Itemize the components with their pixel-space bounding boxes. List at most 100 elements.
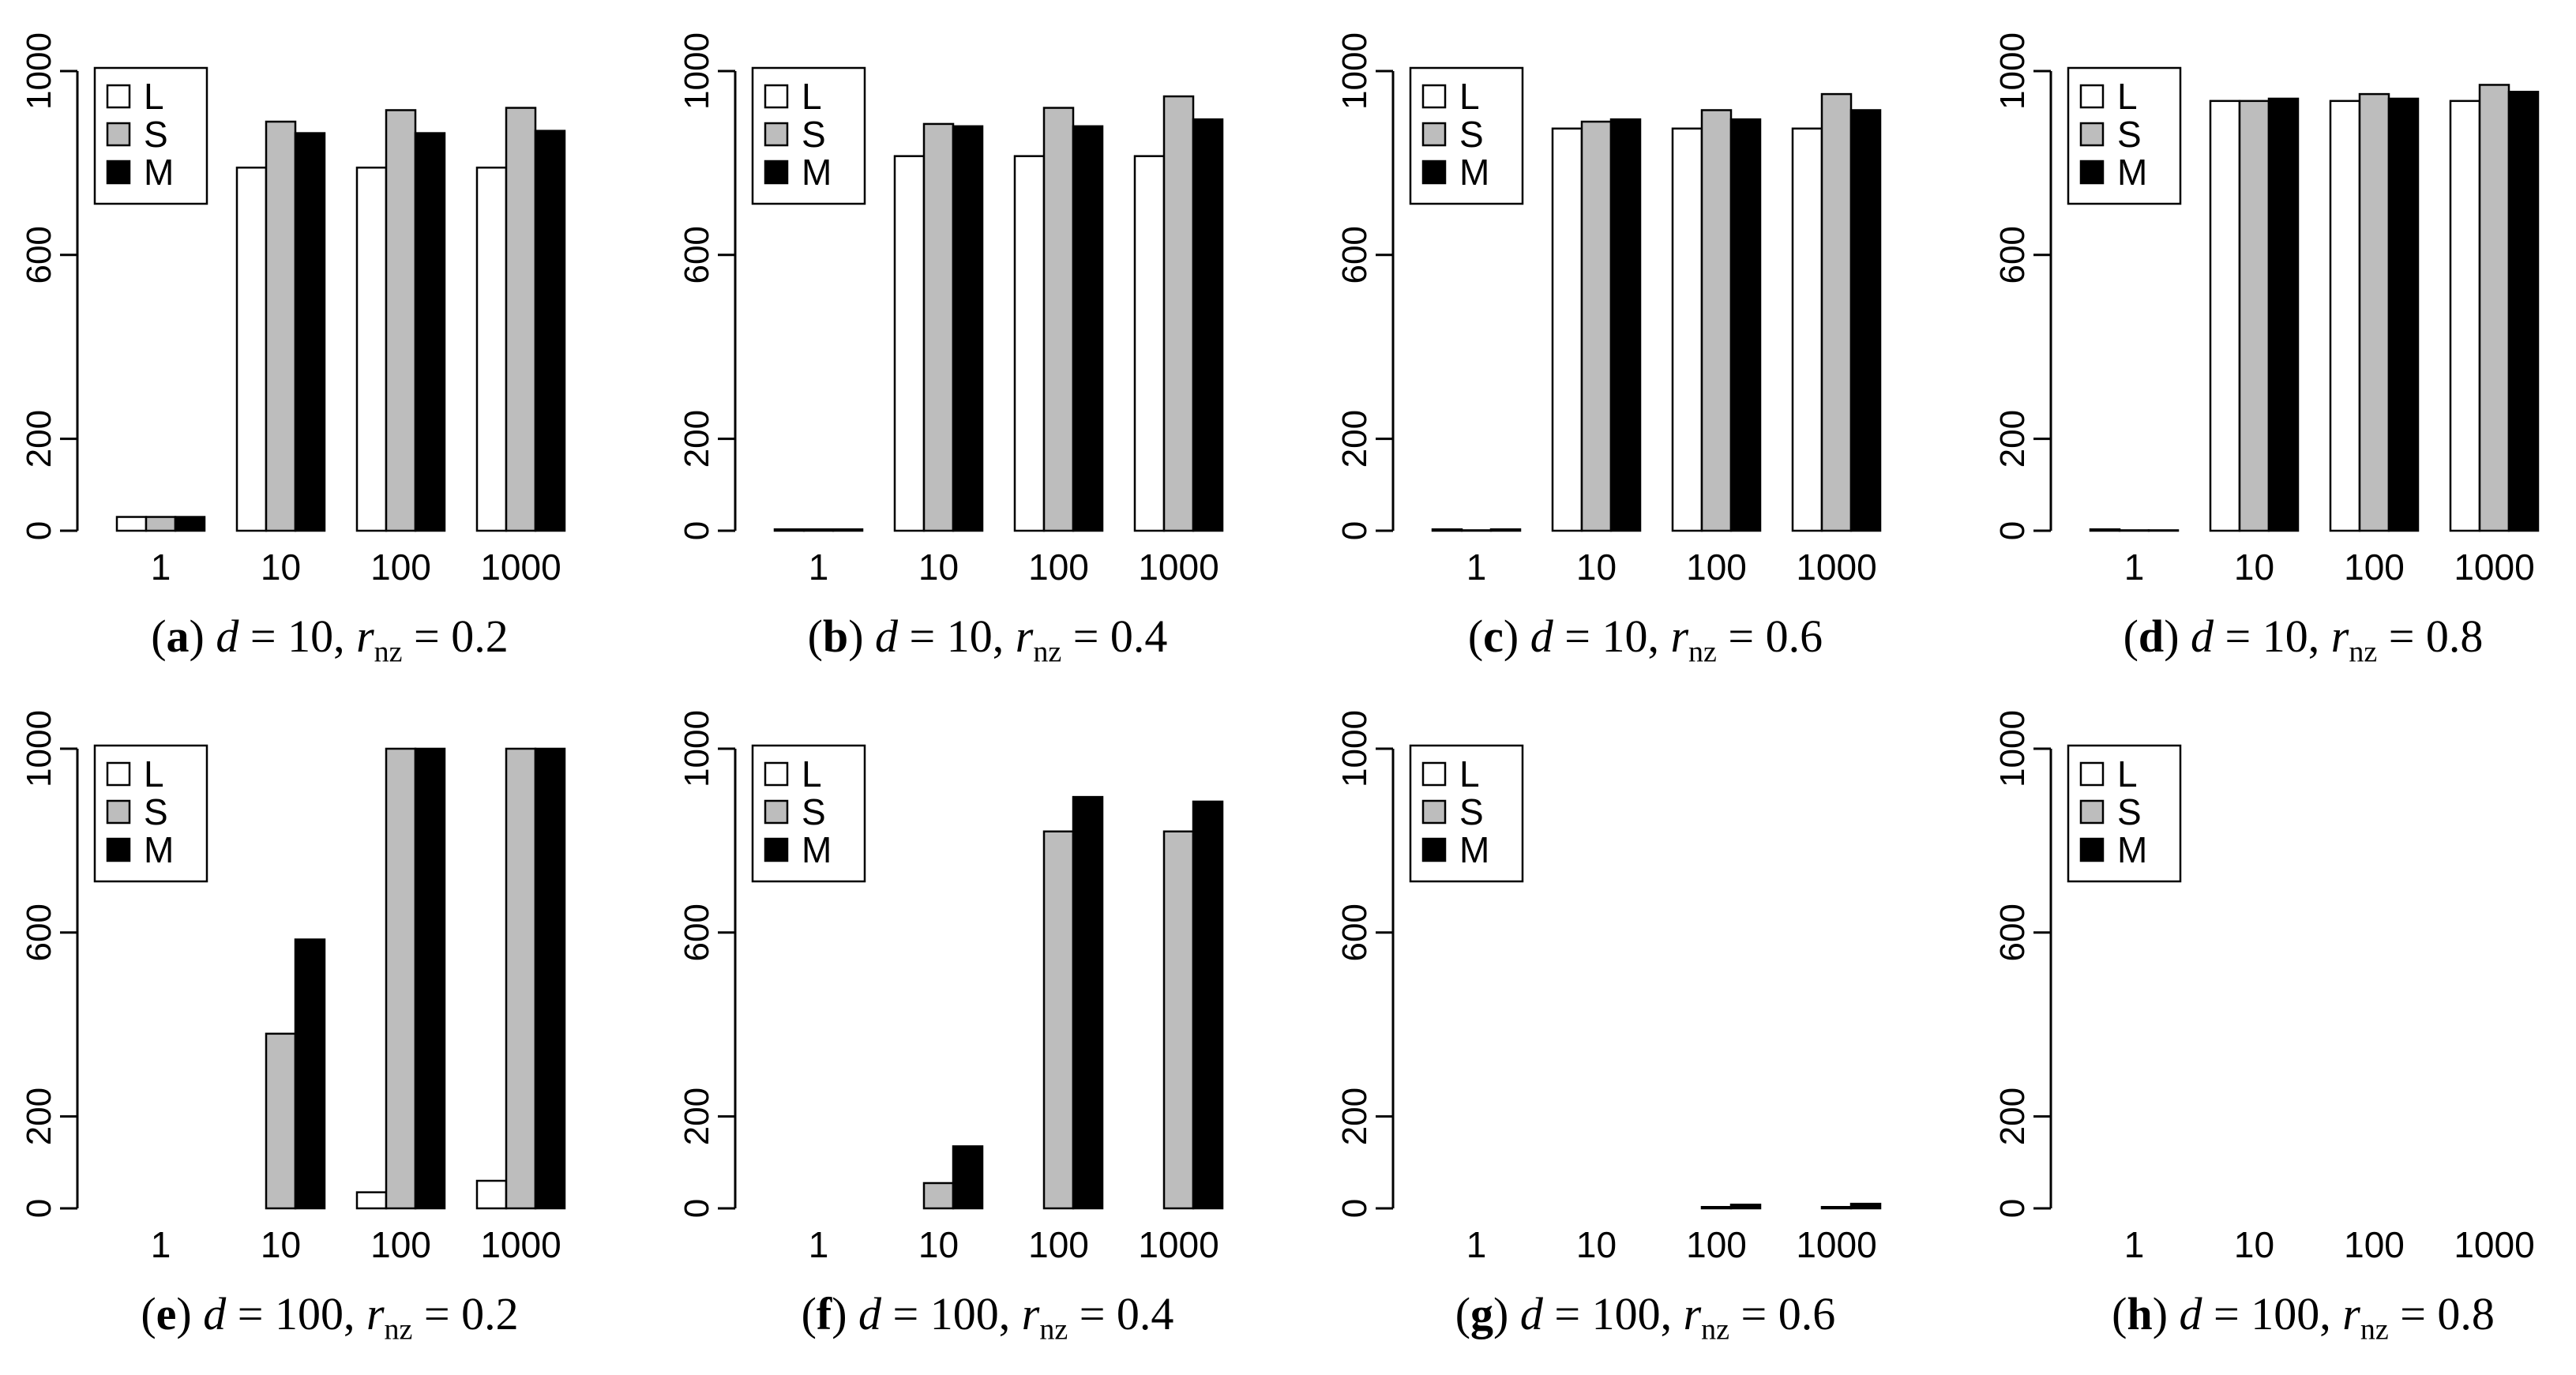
bar-M-10 — [952, 125, 984, 532]
y-tick-label: 200 — [1993, 410, 2032, 468]
bar-L-10 — [893, 155, 926, 532]
x-tick-label: 100 — [370, 1224, 431, 1265]
bar-M-1000 — [1849, 1202, 1882, 1210]
bar-L-1 — [115, 516, 148, 532]
legend-swatch-S — [1421, 799, 1447, 825]
legend-swatch-M — [1421, 160, 1447, 185]
x-tick-label: 1000 — [1796, 547, 1876, 588]
legend-label-S: S — [1459, 791, 1484, 832]
y-tick-label: 200 — [678, 410, 716, 468]
bar-S-100 — [385, 747, 417, 1210]
bar-M-1000 — [1849, 109, 1882, 532]
x-tick-label: 100 — [2344, 1224, 2405, 1265]
x-tick-label: 1 — [151, 547, 171, 588]
chart-panel-e: 0 200 600 1000 1 10 100 1000 LSM — [20, 710, 566, 1265]
bar-L-1 — [1431, 528, 1463, 532]
caption-d-value: = 100, — [226, 1288, 366, 1339]
legend-label-S: S — [144, 791, 168, 832]
x-tick-label: 1000 — [480, 1224, 561, 1265]
x-tick-label: 1000 — [2454, 547, 2534, 588]
bar-M-1000 — [1192, 800, 1224, 1210]
bar-M-100 — [1072, 795, 1104, 1210]
chart-panel-a: 0 200 600 1000 1 10 100 1000 LSM — [20, 32, 566, 588]
bar-S-100 — [1042, 107, 1075, 532]
x-tick-label: 1 — [809, 547, 829, 588]
bar-M-100 — [1729, 1204, 1762, 1210]
bar-M-1000 — [534, 130, 566, 532]
panel-caption-g: (g) d = 100, rnz = 0.6 — [1324, 1287, 1967, 1347]
bar-M-1 — [1489, 528, 1522, 532]
bar-S-100 — [2358, 92, 2390, 532]
caption-var-d: d — [216, 610, 239, 662]
bar-M-100 — [414, 132, 446, 532]
caption-subscript: nz — [2360, 1313, 2389, 1347]
y-tick-label: 600 — [1993, 904, 2032, 961]
legend-swatch-S — [2079, 799, 2105, 825]
caption-letter: b — [822, 610, 849, 662]
bar-M-10 — [294, 938, 326, 1210]
legend-label-S: S — [2117, 114, 2142, 155]
bar-S-10 — [922, 122, 955, 532]
caption-close: ) — [2152, 1288, 2180, 1339]
legend-label-M: M — [2117, 152, 2147, 193]
legend-swatch-L — [1421, 761, 1447, 787]
bar-S-1 — [145, 516, 177, 532]
x-tick-label: 10 — [1576, 547, 1617, 588]
caption-subscript: nz — [1688, 635, 1717, 669]
y-tick-label: 600 — [20, 226, 58, 284]
caption-r-value: = 0.8 — [2377, 610, 2484, 662]
legend-swatch-L — [106, 84, 131, 109]
legend-label-L: L — [1459, 753, 1480, 795]
legend-swatch-S — [106, 799, 131, 825]
chart-panel-d: 0 200 600 1000 1 10 100 1000 LSM — [1993, 32, 2540, 588]
panel-caption-c: (c) d = 10, rnz = 0.6 — [1324, 610, 1967, 670]
caption-letter: c — [1483, 610, 1504, 662]
x-tick-label: 10 — [918, 1224, 959, 1265]
bar-S-100 — [1700, 1206, 1733, 1210]
legend-swatch-S — [764, 122, 789, 147]
legend-label-L: L — [144, 76, 164, 117]
chart-panel-b: 0 200 600 1000 1 10 100 1000 LSM — [678, 32, 1224, 588]
caption-var-r: r — [2330, 610, 2349, 662]
caption-r-value: = 0.6 — [1729, 1288, 1836, 1339]
caption-subscript: nz — [2349, 635, 2378, 669]
chart-panel-g: 0 200 600 1000 1 10 100 1000 LSM — [1335, 710, 1882, 1265]
caption-d-value: = 10, — [2214, 610, 2331, 662]
x-tick-label: 1 — [1466, 547, 1487, 588]
x-tick-label: 1000 — [1138, 1224, 1219, 1265]
caption-var-d: d — [2191, 610, 2214, 662]
legend-label-M: M — [144, 829, 174, 870]
caption-close: ) — [1503, 610, 1530, 662]
caption-r-value: = 0.2 — [402, 610, 509, 662]
y-tick-label: 0 — [1993, 1199, 2032, 1218]
caption-r-value: = 0.8 — [2388, 1288, 2495, 1339]
bar-S-100 — [1700, 109, 1733, 532]
bar-M-100 — [414, 747, 446, 1210]
caption-close: ) — [189, 610, 216, 662]
caption-var-d: d — [858, 1288, 882, 1339]
x-tick-label: 10 — [918, 547, 959, 588]
y-tick-label: 200 — [20, 1088, 58, 1145]
legend-label-M: M — [1459, 152, 1489, 193]
caption-r-value: = 0.4 — [1068, 1288, 1174, 1339]
legend-swatch-S — [106, 122, 131, 147]
caption-close: ) — [2164, 610, 2191, 662]
y-tick-label: 1000 — [20, 710, 58, 787]
caption-d-value: = 100, — [1542, 1288, 1684, 1339]
y-tick-label: 0 — [678, 1199, 716, 1218]
legend-swatch-M — [764, 160, 789, 185]
x-tick-label: 1000 — [1796, 1224, 1876, 1265]
chart-panel-f: 0 200 600 1000 1 10 100 1000 LSM — [678, 710, 1224, 1265]
bar-M-10 — [2267, 97, 2300, 532]
caption-letter: e — [156, 1288, 177, 1339]
caption-subscript: nz — [1039, 1313, 1068, 1347]
x-tick-label: 100 — [1028, 547, 1089, 588]
bar-L-1 — [773, 528, 805, 532]
caption-var-r: r — [1015, 610, 1034, 662]
x-tick-label: 100 — [1028, 1224, 1089, 1265]
caption-r-value: = 0.2 — [412, 1288, 519, 1339]
caption-letter: h — [2127, 1288, 2153, 1339]
bar-M-100 — [2387, 97, 2420, 532]
caption-close: ) — [832, 1288, 859, 1339]
bar-M-100 — [1072, 125, 1104, 532]
